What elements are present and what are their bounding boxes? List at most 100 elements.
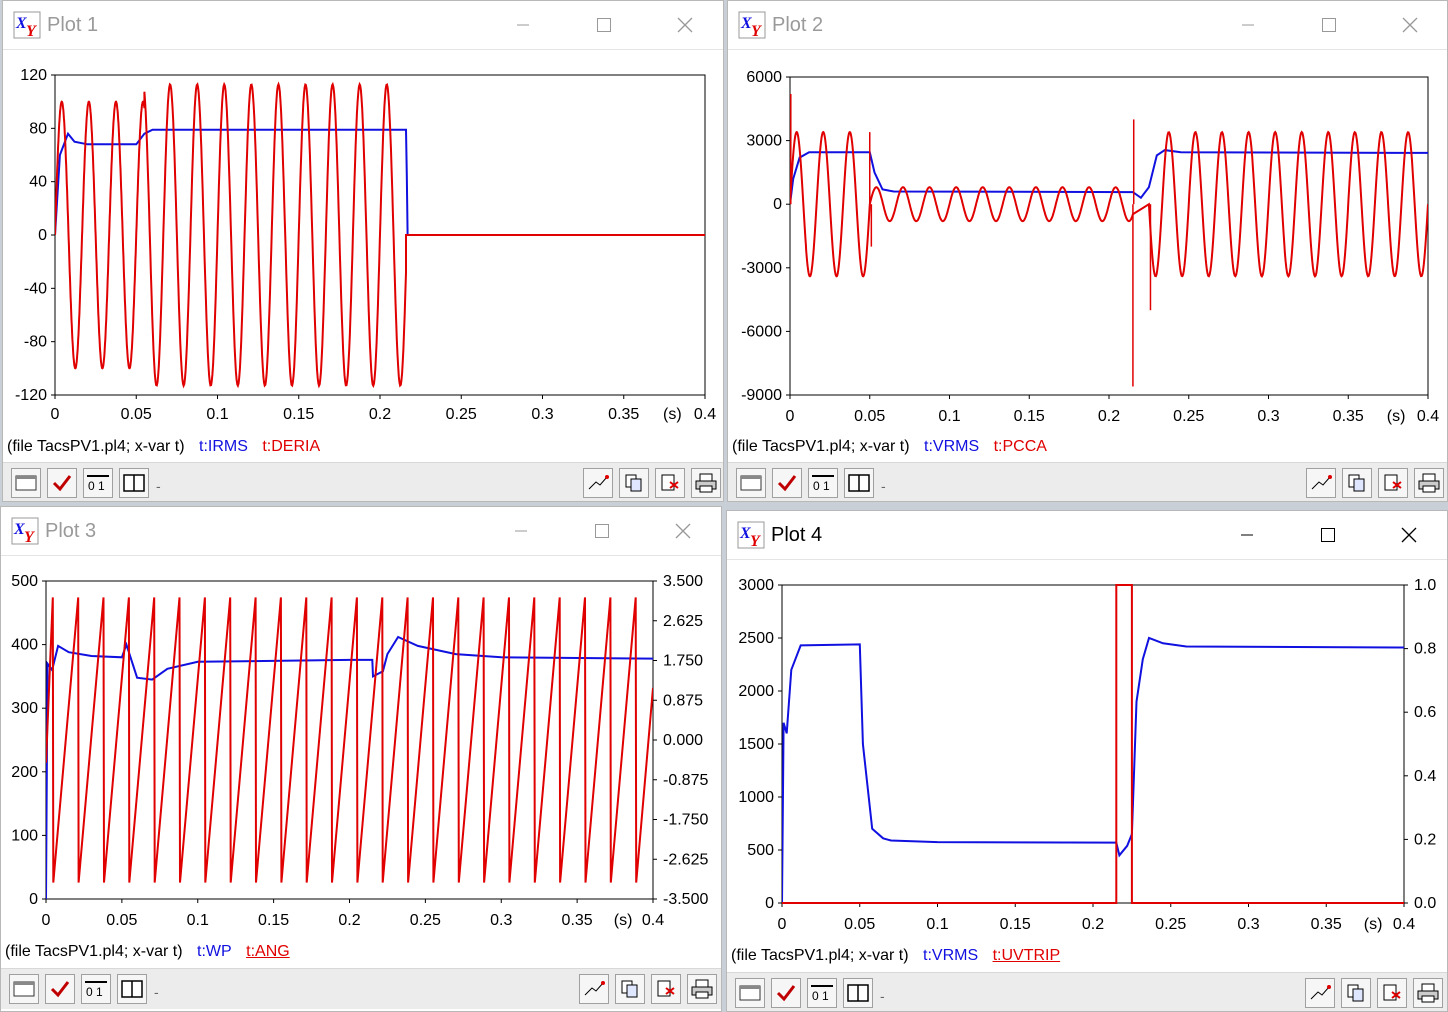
window-list-button[interactable] bbox=[735, 978, 765, 1008]
var-label-2[interactable]: t:PCCA bbox=[993, 438, 1047, 455]
close-button[interactable] bbox=[661, 513, 705, 549]
var-label-2[interactable]: t:UVTRIP bbox=[992, 947, 1061, 964]
check-button[interactable] bbox=[47, 468, 77, 498]
copy-button[interactable] bbox=[619, 468, 649, 498]
status-line: (file TacsPV1.pl4; x-var t) t:VRMS t:PCC… bbox=[732, 438, 1057, 460]
checkmark-icon bbox=[776, 985, 796, 1002]
series-line-tuvtrip bbox=[782, 584, 1404, 904]
copy-button[interactable] bbox=[1341, 978, 1371, 1008]
maximize-button[interactable] bbox=[1307, 7, 1351, 43]
curve-tool-button[interactable] bbox=[583, 468, 613, 498]
y-tick-label: 40 bbox=[29, 174, 47, 191]
var-label-1[interactable]: t:WP bbox=[197, 943, 232, 960]
curve-tool-button[interactable] bbox=[579, 974, 609, 1004]
split-view-icon bbox=[121, 980, 143, 998]
curve-tool-button[interactable] bbox=[1305, 978, 1335, 1008]
minimize-button[interactable] bbox=[501, 7, 545, 43]
curve-tool-button[interactable] bbox=[1306, 468, 1336, 498]
maximize-button[interactable] bbox=[580, 513, 624, 549]
copy-button[interactable] bbox=[1342, 468, 1372, 498]
split-view-button[interactable] bbox=[117, 974, 147, 1004]
y-tick-label: 100 bbox=[11, 827, 38, 844]
window-list-button[interactable] bbox=[736, 468, 766, 498]
plot-frame bbox=[789, 76, 1429, 396]
var-label-1[interactable]: t:VRMS bbox=[923, 947, 979, 964]
minimize-button[interactable] bbox=[1226, 7, 1270, 43]
y-tick-label: -6000 bbox=[741, 323, 782, 340]
checkmark-icon bbox=[52, 475, 72, 492]
y-right-tick-label: 0.2 bbox=[1414, 831, 1436, 848]
export-button[interactable] bbox=[1378, 468, 1408, 498]
export-button[interactable] bbox=[1377, 978, 1407, 1008]
y-tick-label: 1000 bbox=[738, 789, 774, 806]
var-label-1[interactable]: t:VRMS bbox=[924, 438, 980, 455]
printer-icon bbox=[695, 473, 717, 493]
minimize-button[interactable] bbox=[1225, 517, 1269, 553]
y-right-tick-label: 0.000 bbox=[663, 732, 703, 749]
var-label-2[interactable]: t:DERIA bbox=[262, 438, 321, 455]
scale-button[interactable]: 0 1 bbox=[807, 978, 837, 1008]
scale-button[interactable]: 0 1 bbox=[83, 468, 113, 498]
split-view-button[interactable] bbox=[843, 978, 873, 1008]
close-button[interactable] bbox=[1388, 7, 1432, 43]
file-info: (file TacsPV1.pl4; x-var t) bbox=[5, 943, 183, 960]
split-view-button[interactable] bbox=[119, 468, 149, 498]
scale-button[interactable]: 0 1 bbox=[808, 468, 838, 498]
window-list-button[interactable] bbox=[9, 974, 39, 1004]
window-list-button[interactable] bbox=[11, 468, 41, 498]
close-button[interactable] bbox=[663, 7, 707, 43]
print-button[interactable] bbox=[687, 974, 717, 1004]
window-list-icon bbox=[739, 985, 761, 1001]
split-view-button[interactable] bbox=[844, 468, 874, 498]
y-tick-label: 200 bbox=[11, 764, 38, 781]
maximize-button[interactable] bbox=[582, 7, 626, 43]
window-list-icon bbox=[740, 475, 762, 491]
var-label-2[interactable]: t:ANG bbox=[246, 943, 290, 960]
print-button[interactable] bbox=[1413, 978, 1443, 1008]
x-tick-label: 0.1 bbox=[938, 408, 960, 425]
copy-icon bbox=[621, 980, 638, 998]
close-button[interactable] bbox=[1387, 517, 1431, 553]
toolbar-dash: - bbox=[156, 478, 161, 494]
print-button[interactable] bbox=[1414, 468, 1444, 498]
window-title: Plot 4 bbox=[771, 524, 823, 546]
x-tick-label: 0.05 bbox=[121, 406, 152, 423]
check-button[interactable] bbox=[772, 468, 802, 498]
plot-frame bbox=[45, 580, 654, 900]
x-tick-label: 0.25 bbox=[410, 912, 441, 929]
print-button[interactable] bbox=[691, 468, 721, 498]
minimize-icon bbox=[515, 530, 527, 532]
minimize-button[interactable] bbox=[499, 513, 543, 549]
series-line-tderia bbox=[55, 81, 705, 389]
var-label-1[interactable]: t:IRMS bbox=[199, 438, 248, 455]
export-button[interactable] bbox=[651, 974, 681, 1004]
svg-text:Y: Y bbox=[751, 23, 762, 39]
x-tick-label: 0 bbox=[778, 916, 787, 933]
plot-area[interactable]: 500 400 300 200 100 0 3.500 2.625 1.750 0.875 0.00… bbox=[1, 555, 722, 939]
export-button[interactable] bbox=[655, 468, 685, 498]
y-tick-label: 6000 bbox=[746, 69, 782, 86]
check-button[interactable] bbox=[45, 974, 75, 1004]
copy-button[interactable] bbox=[615, 974, 645, 1004]
scale-button[interactable]: 0 1 bbox=[81, 974, 111, 1004]
y-tick-label: -120 bbox=[15, 387, 47, 404]
y-tick-label: 1500 bbox=[738, 736, 774, 753]
check-button[interactable] bbox=[771, 978, 801, 1008]
plot-area[interactable]: 3000 2500 2000 1500 1000 500 0 1.0 0.8 0.6 0.4 0.2 0… bbox=[727, 559, 1448, 943]
maximize-button[interactable] bbox=[1306, 517, 1350, 553]
plot-toolbar: 0 1 - bbox=[727, 972, 1447, 1011]
y-tick-label: 400 bbox=[11, 637, 38, 654]
y-tick-label: 500 bbox=[11, 573, 38, 590]
y-tick-label: 3000 bbox=[746, 133, 782, 150]
